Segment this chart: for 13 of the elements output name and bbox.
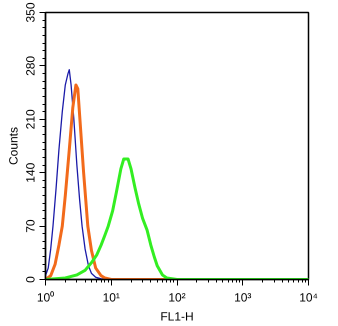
y-tick-label: 210 <box>24 108 38 130</box>
x-tick-label: 10³ <box>234 290 252 304</box>
y-tick-label: 140 <box>24 162 38 183</box>
x-tick-label: 10² <box>168 290 186 304</box>
y-tick-label: 70 <box>24 219 38 233</box>
x-tick-label: 10¹ <box>102 290 120 304</box>
y-axis-title: Counts <box>6 126 20 166</box>
x-tick-label: 10⁰ <box>36 290 54 304</box>
x-tick-label: 10⁴ <box>299 290 318 304</box>
y-tick-label: 280 <box>24 56 38 76</box>
y-tick-label: 350 <box>24 2 38 23</box>
x-axis-title: FL1-H <box>160 310 194 324</box>
y-tick-label: 0 <box>24 276 38 283</box>
